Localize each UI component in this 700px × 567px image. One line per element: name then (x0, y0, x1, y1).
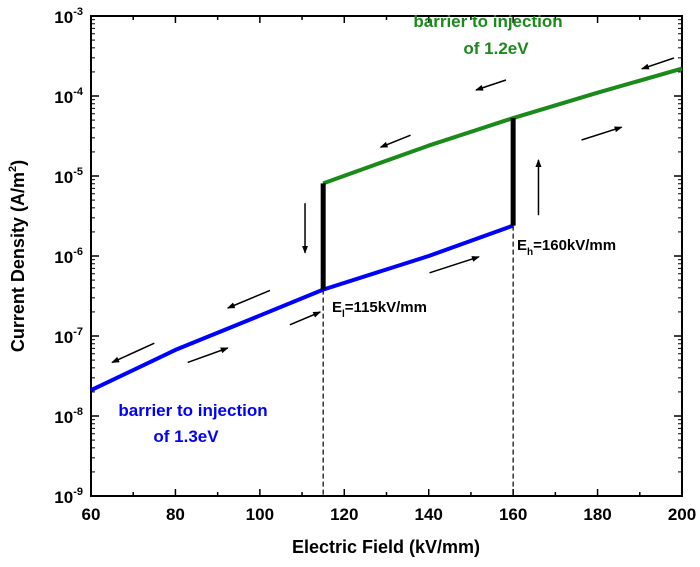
x-tick-label: 120 (330, 505, 358, 524)
annotation-eh: Eh=160kV/mm (517, 237, 616, 258)
x-axis-label: Electric Field (kV/mm) (292, 537, 480, 557)
y-tick-label: 10-9 (54, 486, 83, 507)
x-tick-label: 160 (499, 505, 527, 524)
direction-arrow (187, 347, 229, 364)
direction-arrow (289, 311, 322, 326)
direction-arrow (475, 79, 507, 91)
direction-arrow (640, 57, 675, 70)
x-tick-label: 100 (246, 505, 274, 524)
series-line (90, 223, 514, 393)
x-tick-label: 60 (82, 505, 101, 524)
y-tick-label: 10-3 (54, 6, 83, 27)
direction-arrow (581, 126, 623, 141)
y-tick-label: 10-8 (54, 406, 83, 427)
annotation-green-2: of 1.2eV (463, 39, 529, 58)
direction-arrow (379, 134, 411, 148)
series-line (322, 66, 683, 186)
y-tick-label: 10-5 (54, 166, 83, 187)
direction-arrow (226, 289, 271, 309)
direction-arrow (429, 256, 480, 274)
x-tick-label: 80 (166, 505, 185, 524)
y-tick-label: 10-6 (54, 246, 83, 267)
annotation-blue-2: of 1.3eV (153, 427, 219, 446)
y-axis-label: Current Density (A/m2) (7, 160, 28, 352)
direction-arrow (111, 342, 155, 364)
annotation-el: El=115kV/mm (332, 299, 427, 320)
annotation-green-1: barrier to injection (413, 12, 562, 31)
y-tick-label: 10-7 (54, 326, 83, 347)
y-tick-label: 10-4 (54, 86, 84, 107)
annotation-blue-1: barrier to injection (118, 401, 267, 420)
plot-frame (90, 15, 683, 497)
x-tick-label: 140 (415, 505, 443, 524)
x-tick-label: 180 (583, 505, 611, 524)
x-tick-label: 200 (668, 505, 696, 524)
